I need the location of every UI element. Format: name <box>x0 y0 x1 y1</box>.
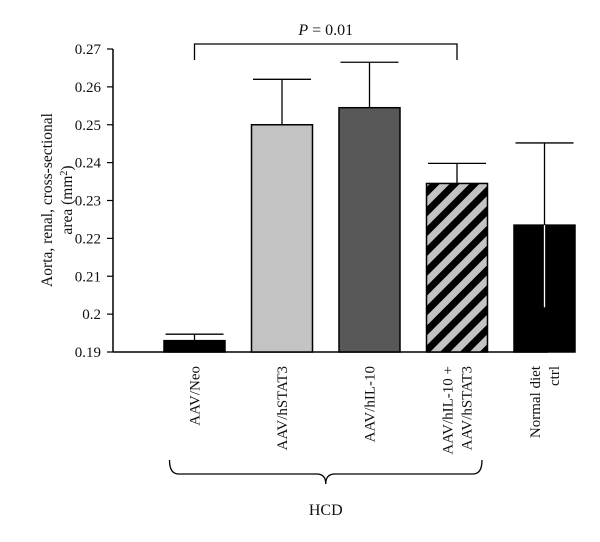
y-tick-label: 0.23 <box>75 194 101 210</box>
y-axis-label: Aorta, renal, cross-sectional area (mm2) <box>39 113 76 287</box>
group-bracket: HCD <box>168 459 483 519</box>
bar <box>425 182 489 353</box>
p-value-label: P = 0.01 <box>297 22 353 39</box>
significance-bracket: P = 0.01 <box>193 22 458 60</box>
x-category-label: AAV/hSTAT3 <box>275 366 291 450</box>
group-label: HCD <box>309 502 343 519</box>
x-tick-labels: AAV/Neo AAV/hSTAT3 AAV/hIL-10 AAV/hIL-10 + A… <box>188 365 564 454</box>
significance-bracket-line <box>193 43 458 60</box>
y-tick-label: 0.22 <box>75 231 101 247</box>
error-bars <box>165 61 574 341</box>
group-brace <box>168 459 483 485</box>
bar <box>250 124 314 353</box>
bars <box>163 106 576 353</box>
y-tick-label: 0.26 <box>75 80 102 96</box>
y-axis-title: Aorta, renal, cross-sectional area (mm2) <box>39 113 76 287</box>
y-tick-label: 0.19 <box>75 345 101 361</box>
x-category-label: AAV/hIL-10 <box>363 366 379 442</box>
y-tick-label: 0.24 <box>75 156 102 172</box>
y-tick-label: 0.25 <box>75 118 101 134</box>
x-category-label: Normal diet ctrl <box>528 365 563 438</box>
bar <box>163 339 226 353</box>
y-tick-label: 0.21 <box>75 269 101 285</box>
bar <box>338 106 401 353</box>
x-category-label: AAV/Neo <box>188 366 204 426</box>
y-tick-label: 0.27 <box>75 42 102 58</box>
x-category-label: AAV/hIL-10 + AAV/hSTAT3 <box>441 366 476 455</box>
y-tick-label: 0.2 <box>82 307 101 323</box>
